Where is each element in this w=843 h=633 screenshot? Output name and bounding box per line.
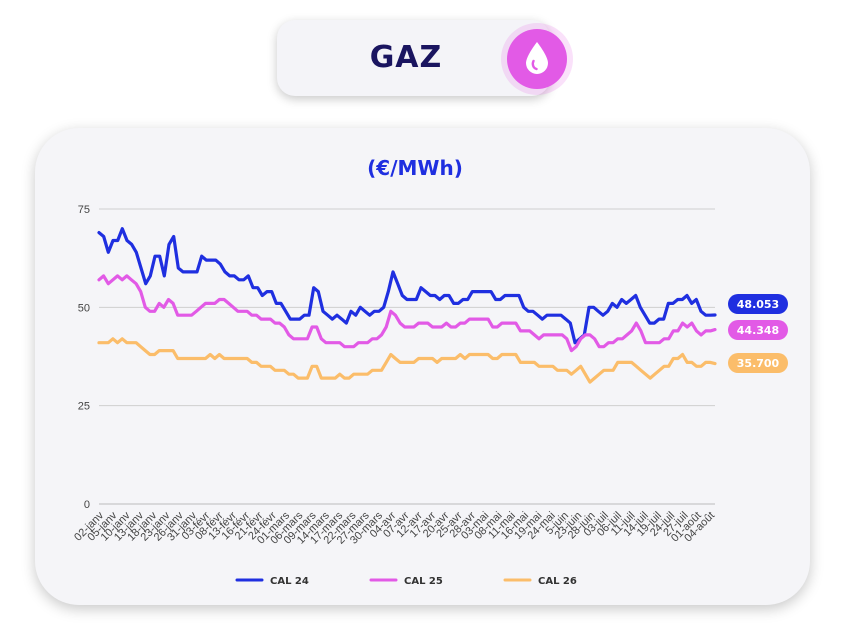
value-badge-label: 48.053: [737, 298, 779, 311]
chart-title: (€/MWh): [367, 156, 463, 180]
legend-label: CAL 25: [404, 576, 443, 587]
title-pill: GAZ: [277, 20, 567, 96]
page-title: GAZ: [369, 40, 443, 75]
value-badge: [728, 320, 788, 340]
x-axis: 02-janv05-janv10-janv13-janv18-janv23-ja…: [72, 509, 717, 546]
drop-badge: [507, 29, 567, 89]
value-badges: 48.053 44.348 35.700: [728, 294, 788, 373]
grid: [99, 208, 715, 505]
legend: CAL 24 CAL 25 CAL 26: [235, 576, 577, 587]
y-tick-label: 75: [78, 204, 90, 216]
value-badge-label: 35.700: [737, 357, 780, 370]
value-badge: [728, 294, 788, 314]
chart-card: (€/MWh) 0 25 50 75 02-janv 05-janv 10-janv 13-…: [35, 128, 810, 605]
drop-icon: [526, 42, 548, 74]
series-lines: [97, 227, 717, 384]
series-line-1: [97, 227, 717, 345]
y-tick-label: 50: [78, 302, 90, 314]
series-line-2: [97, 274, 717, 353]
legend-label: CAL 26: [538, 576, 577, 587]
series-line-3: [97, 337, 717, 384]
value-badge-label: 44.348: [737, 324, 779, 337]
legend-label: CAL 24: [270, 576, 309, 587]
y-tick-label: 25: [78, 401, 90, 413]
chart: (€/MWh) 0 25 50 75 02-janv05-janv10-janv13-…: [72, 156, 788, 587]
value-badge: [728, 353, 788, 373]
y-axis: 0 25 50 75: [78, 204, 90, 511]
y-tick-label: 0: [84, 499, 90, 511]
